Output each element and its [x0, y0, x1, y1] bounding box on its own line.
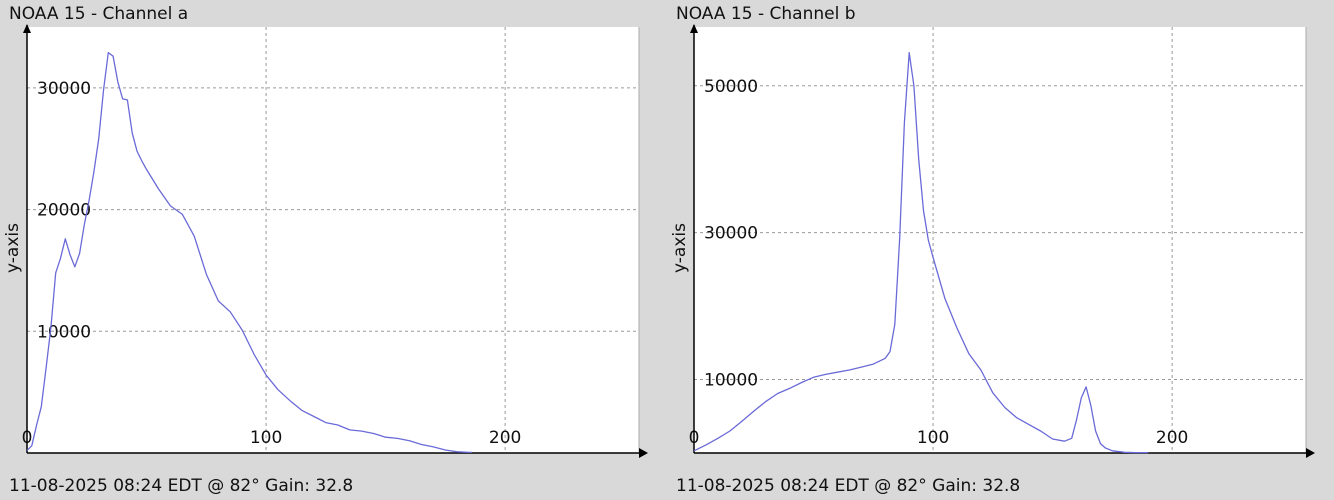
y-axis-arrow-icon: [23, 24, 31, 33]
x-tick-label: 200: [489, 428, 521, 448]
plot-area: [27, 27, 639, 453]
x-axis-arrow-icon: [1306, 448, 1315, 458]
series-line: [693, 52, 1149, 454]
x-axis-arrow-icon: [639, 448, 648, 458]
y-tick-label: 10000: [704, 371, 758, 391]
y-tick-label: 30000: [704, 224, 758, 244]
chart-title: NOAA 15 - Channel b: [676, 4, 856, 24]
y-tick-label: 20000: [37, 201, 91, 221]
plot-area: [694, 27, 1306, 453]
x-tick-label: 100: [250, 428, 282, 448]
y-axis-arrow-icon: [690, 24, 698, 33]
x-tick-label: 100: [917, 428, 949, 448]
chart-title: NOAA 15 - Channel a: [9, 4, 189, 24]
y-tick-label: 30000: [37, 79, 91, 99]
chart-svg: 0100200100002000030000: [22, 24, 648, 458]
x-tick-label: 200: [1156, 428, 1188, 448]
chart-panel-channel-b: NOAA 15 - Channel b y-axis 0100200100003…: [667, 0, 1334, 500]
chart-footer: 11-08-2025 08:24 EDT @ 82° Gain: 32.8: [9, 476, 354, 496]
y-tick-label: 50000: [704, 77, 758, 97]
chart-panel-channel-a: NOAA 15 - Channel a y-axis 0100200100002…: [3, 4, 648, 496]
series-line: [26, 51, 472, 454]
chart-footer: 11-08-2025 08:24 EDT @ 82° Gain: 32.8: [676, 476, 1021, 496]
y-tick-label: 10000: [37, 322, 91, 342]
chart-svg: 0100200100003000050000: [689, 24, 1315, 458]
